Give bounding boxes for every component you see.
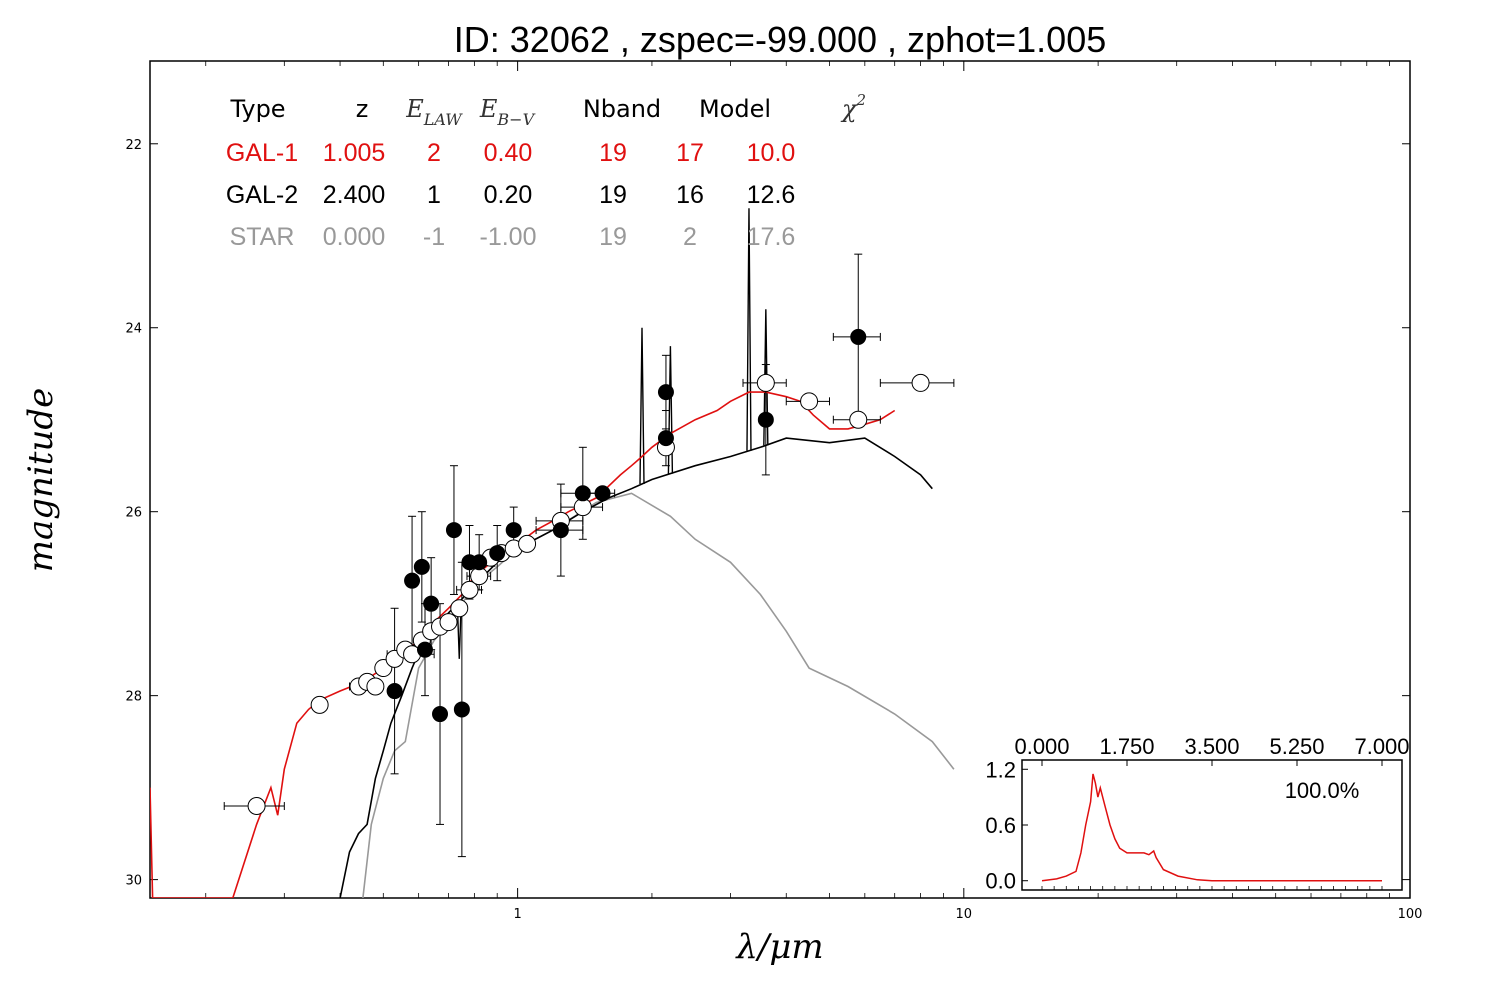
x-axis-label: λ/μm	[734, 927, 823, 967]
table-header-ebv: EB−V	[479, 95, 536, 129]
y-tick-label: 22	[125, 138, 142, 153]
y-tick-label: 28	[125, 690, 142, 705]
table-cell-star: -1	[423, 223, 445, 251]
model-magnitude-point	[849, 410, 868, 429]
table-header-subscript: B−V	[496, 110, 535, 129]
table-cell-star: 19	[599, 223, 627, 251]
model-magnitude-point	[911, 373, 930, 392]
table-cell-gal-2: 12.6	[747, 181, 796, 209]
observed-magnitude-point	[574, 485, 591, 502]
observed-magnitude-point	[445, 522, 462, 539]
table-cell-gal-1: 1.005	[323, 139, 386, 167]
table-header-subscript: LAW	[423, 110, 464, 129]
model-magnitude-point	[310, 695, 329, 714]
observed-magnitude-point	[413, 558, 430, 575]
table-header-elaw: ELAW	[405, 95, 463, 129]
table-cell-gal-1: 17	[676, 139, 704, 167]
observed-magnitude-point	[423, 595, 440, 612]
inset-ticks: 0.000 1.750 3.500 5.250 7.000 0.0 0.6 1.2	[985, 734, 1409, 894]
inset-y-tick-label: 0.6	[985, 813, 1016, 838]
table-cell-gal-2: GAL-2	[226, 181, 298, 209]
observed-magnitude-point	[505, 522, 522, 539]
table-header-symbol: E	[479, 95, 498, 123]
observed-magnitude-point	[594, 485, 611, 502]
table-header-superscript: 2	[856, 91, 867, 109]
inset-x-tick-label: 3.500	[1184, 734, 1239, 759]
table-cell-gal-2: 16	[676, 181, 704, 209]
model-magnitude-point	[366, 677, 385, 696]
observed-magnitude-point	[657, 430, 674, 447]
inset-y-tick-label: 1.2	[985, 757, 1016, 782]
table-cell-star: STAR	[230, 223, 295, 251]
model-gal2-emission-line	[746, 208, 752, 451]
table-cell-gal-2: 2.400	[323, 181, 386, 209]
inset-pdf-curve	[1041, 773, 1382, 882]
inset-y-tick-label: 0.0	[985, 869, 1016, 894]
main-plot-frame	[149, 60, 1411, 899]
table-header-type: Type	[229, 95, 285, 123]
x-tick-label: 1	[513, 907, 521, 922]
y-tick-label: 30	[125, 874, 142, 889]
data-points	[223, 253, 955, 858]
model-gal2-emission-line	[456, 601, 462, 659]
model-gal2-emission-line	[763, 309, 769, 446]
x-tick-label: 10	[956, 907, 973, 922]
table-header-chi2: χ2	[840, 91, 866, 123]
x-tick-label: 100	[1398, 907, 1423, 922]
table-cell-star: -1.00	[480, 223, 537, 251]
table-header-nband: Nband	[583, 95, 661, 123]
table-cell-gal-1: 19	[599, 139, 627, 167]
table-cell-gal-1: GAL-1	[226, 139, 298, 167]
model-magnitude-point	[439, 613, 458, 632]
model-magnitude-point	[518, 534, 537, 553]
table-header-z: z	[356, 95, 369, 123]
table-cell-gal-2: 0.20	[484, 181, 533, 209]
table-cell-star: 0.000	[323, 223, 386, 251]
observed-magnitude-point	[657, 384, 674, 401]
table-cell-gal-1: 0.40	[484, 139, 533, 167]
observed-magnitude-point	[552, 522, 569, 539]
figure-title: ID: 32062 , zspec=-99.000 , zphot=1.005	[454, 19, 1106, 60]
model-magnitude-point	[460, 580, 479, 599]
table-cell-star: 17.6	[747, 223, 796, 251]
observed-magnitude-point	[386, 683, 403, 700]
model-magnitude-point	[247, 797, 266, 816]
inset-x-tick-label: 5.250	[1269, 734, 1324, 759]
observed-magnitude-point	[404, 572, 421, 589]
table-cell-gal-2: 19	[599, 181, 627, 209]
table-header-symbol: χ	[840, 95, 858, 123]
inset-annotation: 100.0%	[1285, 778, 1360, 803]
table-header-model: Model	[699, 95, 771, 123]
table-cell-star: 2	[683, 223, 697, 251]
table-cell-gal-2: 1	[427, 181, 441, 209]
table-cell-gal-1: 2	[427, 139, 441, 167]
observed-magnitude-point	[489, 545, 506, 562]
model-magnitude-point	[450, 599, 469, 618]
inset-x-tick-label: 1.750	[1099, 734, 1154, 759]
observed-magnitude-point	[757, 411, 774, 428]
observed-magnitude-point	[416, 641, 433, 658]
table-cell-gal-1: 10.0	[747, 139, 796, 167]
observed-magnitude-point	[850, 328, 867, 345]
y-axis-label: magnitude	[21, 388, 61, 573]
y-tick-label: 24	[125, 322, 142, 337]
pdf-inset: 0.000 1.750 3.500 5.250 7.000 0.0 0.6 1.2 100.0…	[985, 734, 1409, 894]
model-magnitude-point	[756, 373, 775, 392]
observed-magnitude-point	[453, 701, 470, 718]
model-gal2-emission-line	[639, 327, 645, 485]
inset-x-tick-label: 0.000	[1014, 734, 1069, 759]
observed-magnitude-point	[471, 554, 488, 571]
model-magnitude-point	[800, 392, 819, 411]
y-tick-label: 26	[125, 506, 142, 521]
inset-x-tick-label: 7.000	[1354, 734, 1409, 759]
inset-pdf-line	[1041, 773, 1382, 882]
observed-magnitude-point	[432, 706, 449, 723]
table-header-symbol: E	[405, 95, 424, 123]
